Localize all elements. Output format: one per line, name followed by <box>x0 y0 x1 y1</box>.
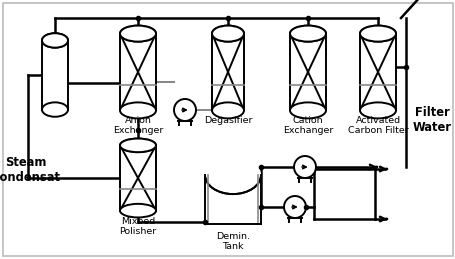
Ellipse shape <box>212 26 243 42</box>
Circle shape <box>174 99 196 121</box>
Bar <box>42 40 68 110</box>
Ellipse shape <box>120 204 156 218</box>
Bar <box>289 34 325 110</box>
Ellipse shape <box>120 139 156 152</box>
Text: Demin.
Tank: Demin. Tank <box>216 232 249 251</box>
Ellipse shape <box>42 102 68 117</box>
Bar <box>205 175 260 224</box>
Bar <box>212 34 243 110</box>
Text: Steam
Kondensat: Steam Kondensat <box>0 156 61 184</box>
Ellipse shape <box>212 102 243 118</box>
Ellipse shape <box>42 33 68 48</box>
Ellipse shape <box>289 26 325 42</box>
Ellipse shape <box>205 156 260 194</box>
Ellipse shape <box>212 26 243 42</box>
Ellipse shape <box>359 26 395 42</box>
Ellipse shape <box>42 33 68 48</box>
Circle shape <box>293 156 315 178</box>
Ellipse shape <box>120 26 156 42</box>
Text: Anion
Exchanger: Anion Exchanger <box>112 116 163 135</box>
Bar <box>120 145 156 211</box>
Text: Activated
Carbon Filter: Activated Carbon Filter <box>347 116 408 135</box>
Ellipse shape <box>120 139 156 152</box>
Text: Mixbed
Polisher: Mixbed Polisher <box>119 217 156 236</box>
Ellipse shape <box>289 26 325 42</box>
Ellipse shape <box>120 26 156 42</box>
Bar <box>359 34 395 110</box>
Ellipse shape <box>289 102 325 118</box>
Bar <box>120 34 156 110</box>
Ellipse shape <box>359 26 395 42</box>
Text: Degasifier: Degasifier <box>203 116 252 125</box>
Text: Filter
Water: Filter Water <box>412 106 450 134</box>
Ellipse shape <box>359 102 395 118</box>
Ellipse shape <box>120 102 156 118</box>
Circle shape <box>283 196 305 218</box>
Text: Cation
Exchanger: Cation Exchanger <box>282 116 333 135</box>
